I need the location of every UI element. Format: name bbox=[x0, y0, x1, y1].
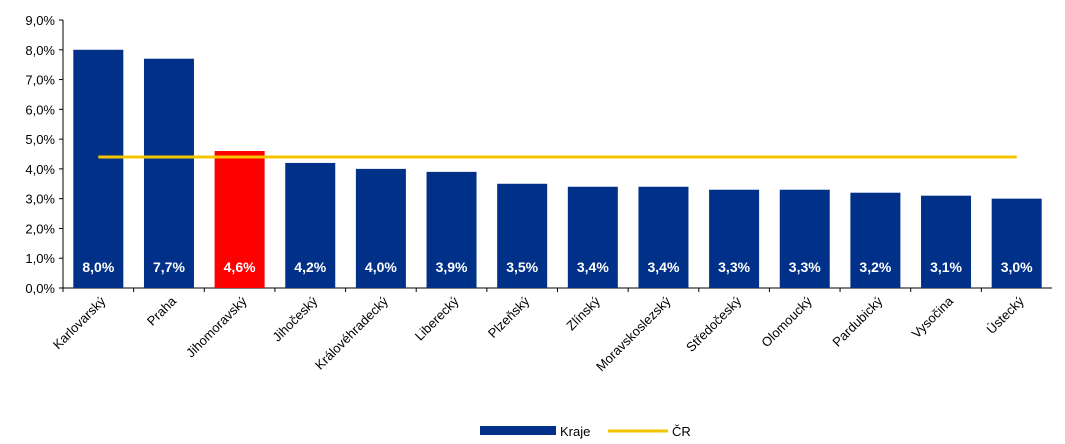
legend-swatch bbox=[480, 426, 556, 435]
x-tick-label: Plzeňský bbox=[485, 293, 533, 341]
y-tick-label: 8,0% bbox=[25, 43, 55, 58]
x-tick-label: Karlovarský bbox=[50, 293, 109, 352]
bar bbox=[921, 195, 972, 288]
value-label: 3,3% bbox=[789, 259, 821, 275]
value-label: 4,0% bbox=[365, 259, 397, 275]
value-label: 3,0% bbox=[1001, 259, 1033, 275]
bar bbox=[214, 151, 265, 288]
bar bbox=[850, 192, 901, 288]
value-label: 3,2% bbox=[859, 259, 891, 275]
bar bbox=[497, 183, 548, 288]
value-label: 3,4% bbox=[577, 259, 609, 275]
bar bbox=[638, 186, 689, 288]
x-tick-label: Královéhradecký bbox=[312, 293, 391, 372]
value-label: 8,0% bbox=[82, 259, 114, 275]
y-tick-label: 9,0% bbox=[25, 13, 55, 28]
bar bbox=[285, 162, 336, 288]
value-label: 3,9% bbox=[436, 259, 468, 275]
bar bbox=[991, 198, 1042, 288]
x-tick-label: Moravskoslezský bbox=[593, 293, 674, 374]
bar bbox=[567, 186, 618, 288]
bar bbox=[709, 189, 760, 288]
bar bbox=[426, 171, 477, 288]
value-label: 7,7% bbox=[153, 259, 185, 275]
bar bbox=[143, 58, 194, 288]
x-tick-label: Vysočina bbox=[909, 293, 957, 341]
y-tick-label: 0,0% bbox=[25, 281, 55, 296]
value-label: 4,2% bbox=[294, 259, 326, 275]
bar bbox=[73, 49, 124, 289]
y-tick-label: 1,0% bbox=[25, 251, 55, 266]
x-tick-label: Liberecký bbox=[412, 293, 462, 343]
legend-label: ČR bbox=[672, 424, 691, 439]
y-tick-label: 7,0% bbox=[25, 73, 55, 88]
x-tick-label: Praha bbox=[144, 293, 180, 329]
value-label: 3,1% bbox=[930, 259, 962, 275]
x-tick-label: Zlínský bbox=[563, 293, 603, 333]
x-tick-label: Středočeský bbox=[683, 293, 745, 355]
legend-label: Kraje bbox=[560, 424, 590, 439]
y-tick-label: 6,0% bbox=[25, 102, 55, 117]
value-label: 3,5% bbox=[506, 259, 538, 275]
y-tick-label: 3,0% bbox=[25, 192, 55, 207]
value-label: 4,6% bbox=[224, 259, 256, 275]
value-label: 3,4% bbox=[648, 259, 680, 275]
x-tick-label: Olomoucký bbox=[758, 293, 815, 350]
x-tick-label: Jihomoravský bbox=[183, 293, 250, 360]
y-tick-label: 4,0% bbox=[25, 162, 55, 177]
x-tick-label: Pardubický bbox=[829, 293, 885, 349]
y-tick-label: 2,0% bbox=[25, 221, 55, 236]
value-label: 3,3% bbox=[718, 259, 750, 275]
y-tick-label: 5,0% bbox=[25, 132, 55, 147]
bar bbox=[779, 189, 830, 288]
x-tick-label: Jihočeský bbox=[269, 293, 320, 344]
bar bbox=[355, 168, 406, 288]
x-tick-label: Ústecký bbox=[984, 293, 1028, 337]
